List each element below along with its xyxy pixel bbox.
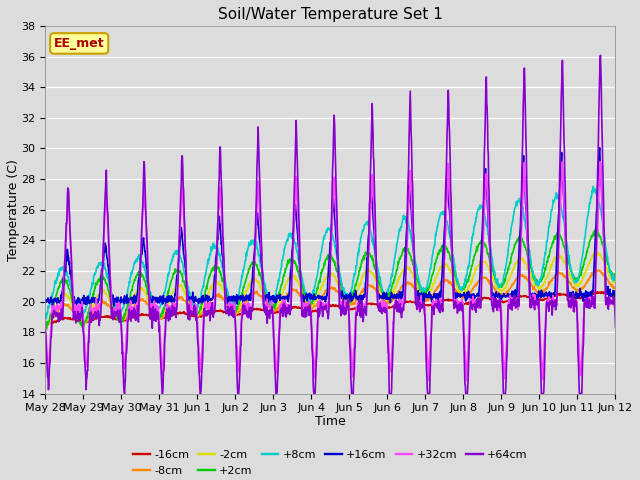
-8cm bbox=[154, 314, 162, 320]
+16cm bbox=[155, 300, 163, 305]
+16cm bbox=[42, 299, 49, 304]
+32cm bbox=[494, 300, 502, 306]
Line: +64cm: +64cm bbox=[45, 55, 616, 394]
Line: -8cm: -8cm bbox=[45, 270, 616, 326]
-8cm bbox=[168, 300, 176, 306]
-16cm bbox=[494, 298, 502, 303]
X-axis label: Time: Time bbox=[315, 415, 346, 428]
+16cm bbox=[544, 291, 552, 297]
Legend: -16cm, -8cm, -2cm, +2cm, +8cm, +16cm, +32cm, +64cm: -16cm, -8cm, -2cm, +2cm, +8cm, +16cm, +3… bbox=[129, 445, 532, 480]
+32cm bbox=[154, 304, 162, 310]
-2cm bbox=[43, 325, 51, 331]
+2cm bbox=[169, 275, 177, 281]
+2cm bbox=[43, 326, 51, 332]
+16cm bbox=[596, 145, 604, 151]
+8cm bbox=[155, 305, 163, 311]
Line: +2cm: +2cm bbox=[45, 230, 616, 329]
-2cm bbox=[593, 248, 601, 254]
Text: EE_met: EE_met bbox=[54, 37, 104, 50]
-16cm bbox=[612, 294, 620, 300]
-8cm bbox=[42, 324, 49, 329]
+8cm bbox=[494, 281, 502, 287]
Y-axis label: Temperature (C): Temperature (C) bbox=[7, 159, 20, 261]
-16cm bbox=[232, 312, 240, 318]
+8cm bbox=[42, 316, 50, 322]
+32cm bbox=[168, 300, 176, 306]
+16cm bbox=[612, 293, 620, 299]
+64cm bbox=[494, 300, 502, 306]
-16cm bbox=[169, 312, 177, 318]
Line: -2cm: -2cm bbox=[45, 251, 616, 328]
+8cm bbox=[42, 312, 49, 318]
+8cm bbox=[232, 300, 240, 305]
+32cm bbox=[596, 158, 604, 164]
-16cm bbox=[593, 289, 601, 295]
-8cm bbox=[612, 285, 620, 291]
-2cm bbox=[42, 321, 49, 327]
+32cm bbox=[232, 326, 240, 332]
-2cm bbox=[155, 314, 163, 320]
-8cm bbox=[544, 284, 552, 289]
-2cm bbox=[494, 284, 502, 290]
+32cm bbox=[419, 300, 427, 306]
+32cm bbox=[544, 301, 552, 307]
+64cm bbox=[419, 303, 427, 309]
-2cm bbox=[419, 293, 427, 299]
-16cm bbox=[155, 315, 163, 321]
+2cm bbox=[494, 280, 502, 286]
+64cm bbox=[169, 302, 177, 308]
+8cm bbox=[589, 183, 597, 189]
-8cm bbox=[419, 296, 427, 302]
-2cm bbox=[612, 278, 620, 284]
+64cm bbox=[612, 324, 620, 330]
+64cm bbox=[155, 319, 163, 324]
+2cm bbox=[592, 227, 600, 233]
+2cm bbox=[155, 316, 163, 322]
+16cm bbox=[169, 298, 177, 304]
-2cm bbox=[544, 271, 552, 277]
Line: +8cm: +8cm bbox=[45, 186, 616, 319]
-16cm bbox=[544, 295, 552, 301]
Title: Soil/Water Temperature Set 1: Soil/Water Temperature Set 1 bbox=[218, 7, 443, 22]
+32cm bbox=[463, 378, 470, 384]
+8cm bbox=[169, 256, 177, 262]
-16cm bbox=[44, 322, 52, 327]
+64cm bbox=[232, 349, 240, 355]
Line: +16cm: +16cm bbox=[45, 148, 616, 306]
-2cm bbox=[232, 308, 240, 314]
+8cm bbox=[612, 272, 620, 278]
+8cm bbox=[544, 228, 552, 234]
+64cm bbox=[544, 302, 552, 308]
+16cm bbox=[419, 291, 427, 297]
-16cm bbox=[419, 302, 427, 308]
-8cm bbox=[232, 309, 240, 314]
+64cm bbox=[42, 327, 49, 333]
Line: +32cm: +32cm bbox=[45, 161, 616, 381]
+64cm bbox=[121, 391, 129, 396]
+32cm bbox=[612, 312, 620, 317]
+2cm bbox=[232, 309, 240, 315]
-8cm bbox=[595, 267, 602, 273]
-2cm bbox=[169, 290, 177, 296]
+16cm bbox=[116, 303, 124, 309]
-16cm bbox=[42, 320, 49, 326]
+2cm bbox=[419, 289, 427, 295]
+8cm bbox=[419, 285, 427, 290]
+32cm bbox=[42, 321, 49, 326]
+2cm bbox=[612, 273, 620, 278]
Line: -16cm: -16cm bbox=[45, 292, 616, 324]
-8cm bbox=[493, 291, 501, 297]
+64cm bbox=[596, 52, 604, 58]
+2cm bbox=[42, 325, 49, 331]
+16cm bbox=[232, 297, 240, 302]
+2cm bbox=[544, 253, 552, 259]
+16cm bbox=[494, 293, 502, 299]
